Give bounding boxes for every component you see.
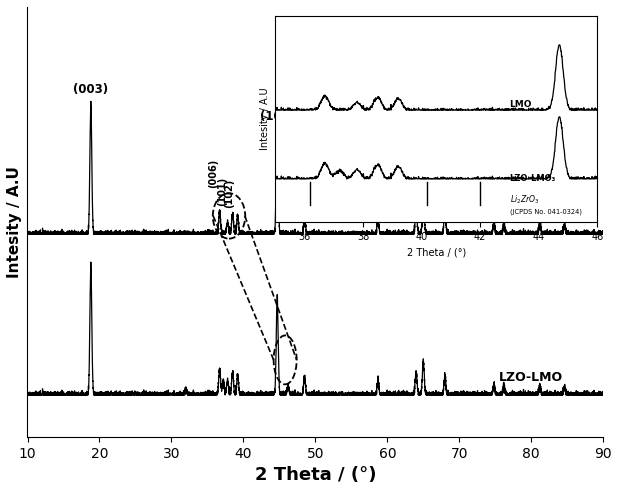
Text: (101): (101) <box>217 176 228 206</box>
Text: (110): (110) <box>420 177 430 207</box>
Text: (018): (018) <box>411 161 421 191</box>
Text: (003): (003) <box>73 83 108 96</box>
Text: (006): (006) <box>208 158 219 188</box>
Text: (102): (102) <box>224 179 234 208</box>
Text: (113): (113) <box>441 181 451 210</box>
Text: (104): (104) <box>259 110 295 123</box>
Text: LZO-LMO: LZO-LMO <box>499 371 563 384</box>
X-axis label: 2 Theta / (°): 2 Theta / (°) <box>254 466 376 484</box>
Text: LMO: LMO <box>499 210 530 223</box>
Y-axis label: Intesity / A.U: Intesity / A.U <box>7 166 22 278</box>
Text: (016): (016) <box>301 164 312 193</box>
Text: (107): (107) <box>373 173 383 202</box>
